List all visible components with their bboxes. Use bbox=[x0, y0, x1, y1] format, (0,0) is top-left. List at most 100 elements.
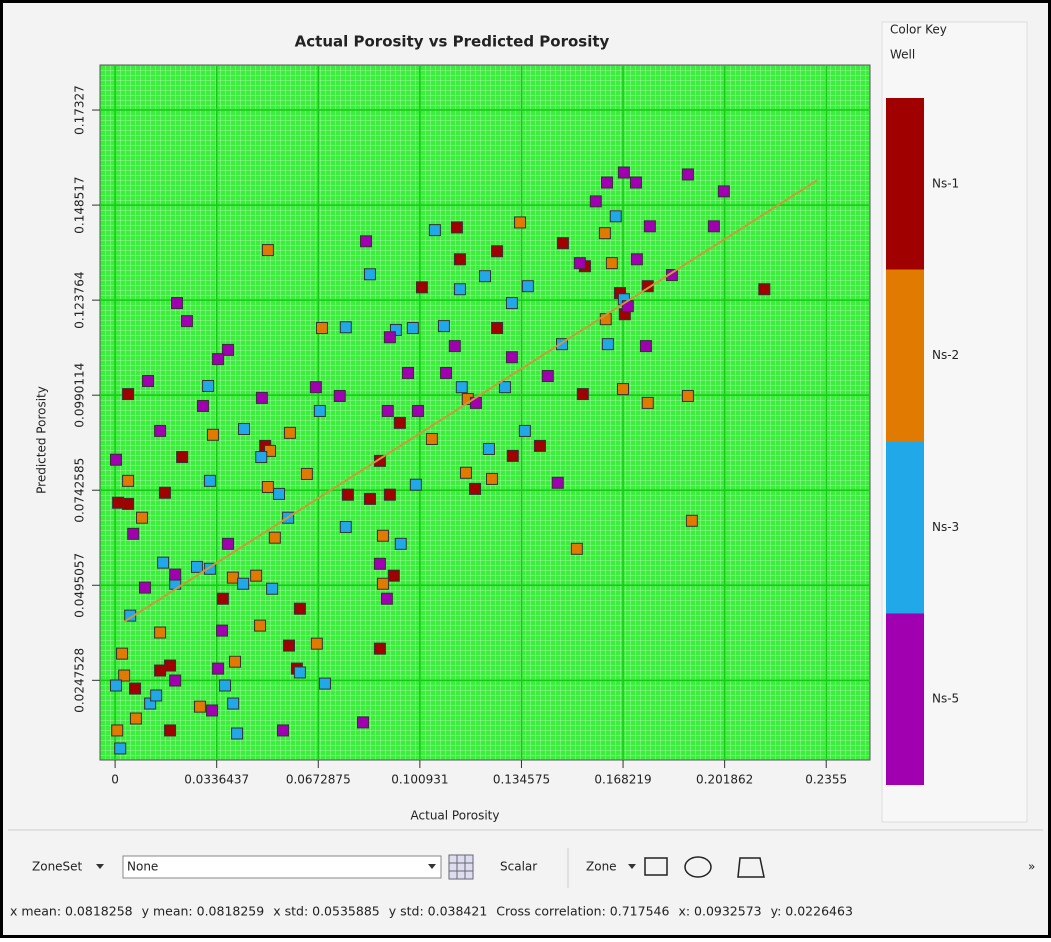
point bbox=[437, 320, 450, 333]
table-icon bbox=[449, 855, 473, 879]
point bbox=[111, 724, 124, 737]
point bbox=[541, 370, 554, 383]
status-item: Cross correlation: 0.717546 bbox=[496, 904, 669, 919]
zone-label: Zone bbox=[586, 860, 617, 874]
point bbox=[505, 297, 518, 310]
point bbox=[629, 176, 642, 189]
point bbox=[601, 338, 614, 351]
point bbox=[609, 210, 622, 223]
point bbox=[158, 486, 171, 499]
point bbox=[122, 474, 135, 487]
status-item: x mean: 0.0818258 bbox=[10, 904, 133, 919]
point bbox=[685, 514, 698, 527]
point bbox=[226, 571, 239, 584]
point bbox=[514, 216, 527, 229]
point bbox=[381, 404, 394, 417]
point bbox=[142, 375, 155, 388]
point bbox=[411, 404, 424, 417]
point bbox=[630, 253, 643, 266]
x-tick-label: 0.0336437 bbox=[184, 773, 249, 787]
rect-tool[interactable] bbox=[644, 857, 668, 876]
point bbox=[293, 602, 306, 615]
legend-swatch bbox=[886, 98, 924, 270]
point bbox=[203, 562, 216, 575]
plot-area bbox=[99, 64, 871, 761]
x-tick-label: 0.168219 bbox=[594, 773, 651, 787]
point bbox=[154, 664, 167, 677]
point bbox=[387, 569, 400, 582]
point bbox=[360, 235, 373, 248]
point bbox=[118, 669, 131, 682]
point bbox=[363, 492, 376, 505]
status-item: x std: 0.0535885 bbox=[273, 904, 380, 919]
point bbox=[154, 424, 167, 437]
point bbox=[268, 531, 281, 544]
point bbox=[254, 619, 267, 632]
point bbox=[453, 283, 466, 296]
point bbox=[373, 642, 386, 655]
y-tick-label: 0.0495057 bbox=[73, 553, 87, 618]
point bbox=[238, 423, 251, 436]
point bbox=[122, 388, 135, 401]
point bbox=[261, 480, 274, 493]
point bbox=[428, 224, 441, 237]
point bbox=[406, 322, 419, 335]
point bbox=[681, 168, 694, 181]
y-tick-label: 0.148517 bbox=[73, 176, 87, 233]
point bbox=[383, 488, 396, 501]
point bbox=[237, 577, 250, 590]
point bbox=[333, 389, 346, 402]
point bbox=[598, 227, 611, 240]
point bbox=[227, 697, 240, 710]
legend-title: Color Key bbox=[890, 23, 947, 37]
point bbox=[570, 542, 583, 555]
y-tick-label: 0.0990114 bbox=[73, 363, 87, 428]
ellipse-tool[interactable] bbox=[684, 856, 712, 878]
dropdown-arrow[interactable] bbox=[96, 864, 104, 869]
point bbox=[169, 568, 182, 581]
legend-label: Ns-5 bbox=[932, 692, 959, 706]
y-tick-label: 0.123764 bbox=[73, 271, 87, 328]
point bbox=[415, 281, 428, 294]
point bbox=[357, 716, 370, 729]
point bbox=[212, 353, 225, 366]
legend-label: Ns-1 bbox=[932, 176, 959, 190]
polygon-tool[interactable] bbox=[737, 857, 765, 878]
scalar-button[interactable]: Scalar bbox=[500, 860, 537, 874]
point bbox=[373, 557, 386, 570]
point bbox=[393, 416, 406, 429]
point bbox=[556, 237, 569, 250]
point bbox=[206, 428, 219, 441]
x-axis-label: Actual Porosity bbox=[411, 809, 500, 823]
point bbox=[485, 472, 498, 485]
zoneset-select[interactable] bbox=[122, 855, 442, 879]
point bbox=[176, 451, 189, 464]
x-tick-label: 0.134575 bbox=[493, 773, 550, 787]
point bbox=[380, 592, 393, 605]
point bbox=[665, 269, 678, 282]
point bbox=[222, 343, 235, 356]
point bbox=[114, 742, 127, 755]
point bbox=[518, 424, 531, 437]
point bbox=[389, 323, 402, 336]
point bbox=[506, 449, 519, 462]
table-button[interactable] bbox=[448, 854, 474, 880]
point bbox=[169, 674, 182, 687]
point bbox=[376, 577, 389, 590]
point bbox=[681, 389, 694, 402]
point bbox=[231, 727, 244, 740]
x-tick-label: 0 bbox=[111, 773, 119, 787]
point bbox=[293, 666, 306, 679]
y-tick-label: 0.0247528 bbox=[73, 648, 87, 713]
x-tick-label: 0.2355 bbox=[805, 773, 847, 787]
point bbox=[129, 682, 142, 695]
point bbox=[717, 185, 730, 198]
point bbox=[425, 432, 438, 445]
status-item: y mean: 0.0818259 bbox=[142, 904, 265, 919]
more-button[interactable]: » bbox=[1028, 860, 1035, 874]
point bbox=[196, 399, 209, 412]
zoneset-label: ZoneSet bbox=[32, 860, 83, 874]
point bbox=[556, 338, 568, 351]
zone-arrow[interactable] bbox=[628, 864, 636, 869]
